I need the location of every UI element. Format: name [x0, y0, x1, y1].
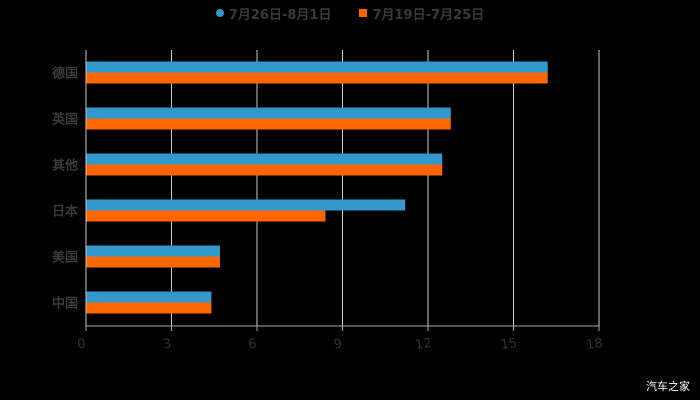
x-tick-label: 6 [247, 337, 257, 353]
chart-legend: 7月26日-8月1日 7月19日-7月25日 [0, 3, 700, 23]
bar[interactable] [86, 164, 443, 176]
x-tick-label: 0 [76, 337, 86, 353]
bar[interactable] [86, 72, 548, 84]
bar[interactable] [86, 199, 406, 211]
x-tick-label: 18 [585, 336, 603, 353]
legend-label: 7月26日-8月1日 [228, 7, 332, 23]
y-category-label: 中国 [52, 296, 78, 312]
bar[interactable] [86, 118, 451, 130]
x-tick-label: 3 [162, 337, 172, 353]
legend-item-series-2[interactable]: 7月19日-7月25日 [359, 4, 484, 23]
y-category-label: 德国 [52, 66, 78, 82]
y-category-label: 英国 [51, 112, 78, 128]
x-tick-label: 15 [500, 336, 518, 353]
bar[interactable] [86, 291, 212, 303]
y-category-label: 日本 [52, 204, 78, 220]
bar[interactable] [86, 61, 548, 73]
legend-item-series-1[interactable]: 7月26日-8月1日 [215, 4, 332, 23]
bar[interactable] [86, 302, 212, 314]
x-tick-label: 9 [333, 337, 343, 353]
legend-label: 7月19日-7月25日 [372, 7, 485, 23]
bar[interactable] [86, 153, 443, 165]
bar[interactable] [86, 210, 326, 222]
square-marker-icon [359, 9, 368, 17]
bar[interactable] [86, 256, 220, 268]
bar[interactable] [86, 107, 451, 119]
bar[interactable] [86, 245, 220, 257]
y-category-label: 其他 [52, 158, 78, 174]
watermark: 汽车之家 [646, 380, 690, 393]
circle-marker-icon [215, 9, 224, 17]
x-tick-label: 12 [414, 336, 432, 353]
y-category-label: 美国 [52, 250, 78, 266]
